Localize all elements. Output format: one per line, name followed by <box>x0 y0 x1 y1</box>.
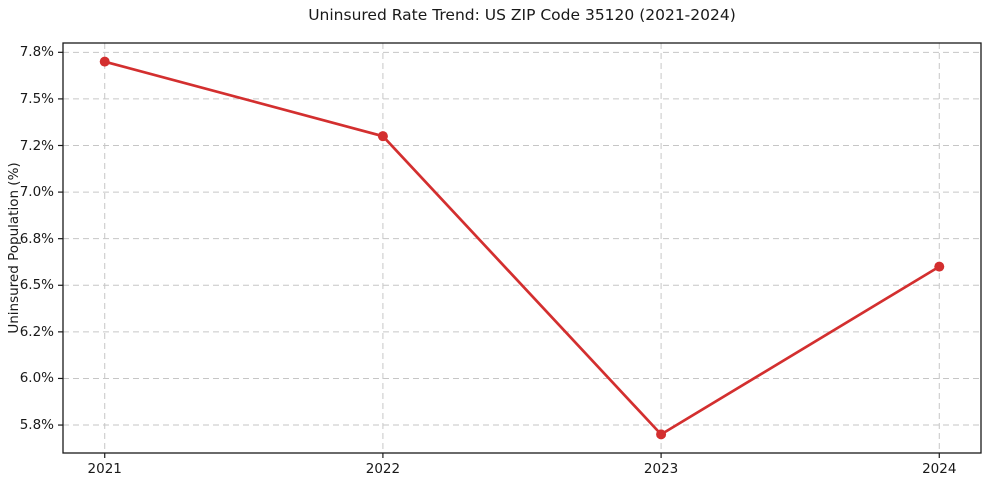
y-tick-label: 7.8% <box>19 44 54 61</box>
data-point-marker <box>934 261 945 272</box>
data-point-marker <box>377 131 388 142</box>
axes-frame <box>62 42 982 454</box>
data-point-marker <box>656 429 667 440</box>
x-tick-label: 2023 <box>643 461 679 477</box>
y-tick-label: 7.0% <box>19 184 54 201</box>
y-tick-label: 7.5% <box>19 90 54 107</box>
chart-title: Uninsured Rate Trend: US ZIP Code 35120 … <box>308 6 736 24</box>
y-tick-label: 6.0% <box>19 370 54 387</box>
y-tick-label: 6.5% <box>19 277 54 294</box>
data-point-marker <box>99 56 110 67</box>
x-tick-label: 2024 <box>922 461 957 477</box>
y-tick-label: 6.2% <box>19 323 54 340</box>
y-tick-label: 5.8% <box>19 417 54 434</box>
x-tick-label: 2022 <box>365 461 401 477</box>
y-tick-label: 6.8% <box>19 230 54 247</box>
x-tick-label: 2021 <box>87 461 122 477</box>
trend-line <box>103 60 941 436</box>
y-tick-label: 7.2% <box>19 137 54 154</box>
